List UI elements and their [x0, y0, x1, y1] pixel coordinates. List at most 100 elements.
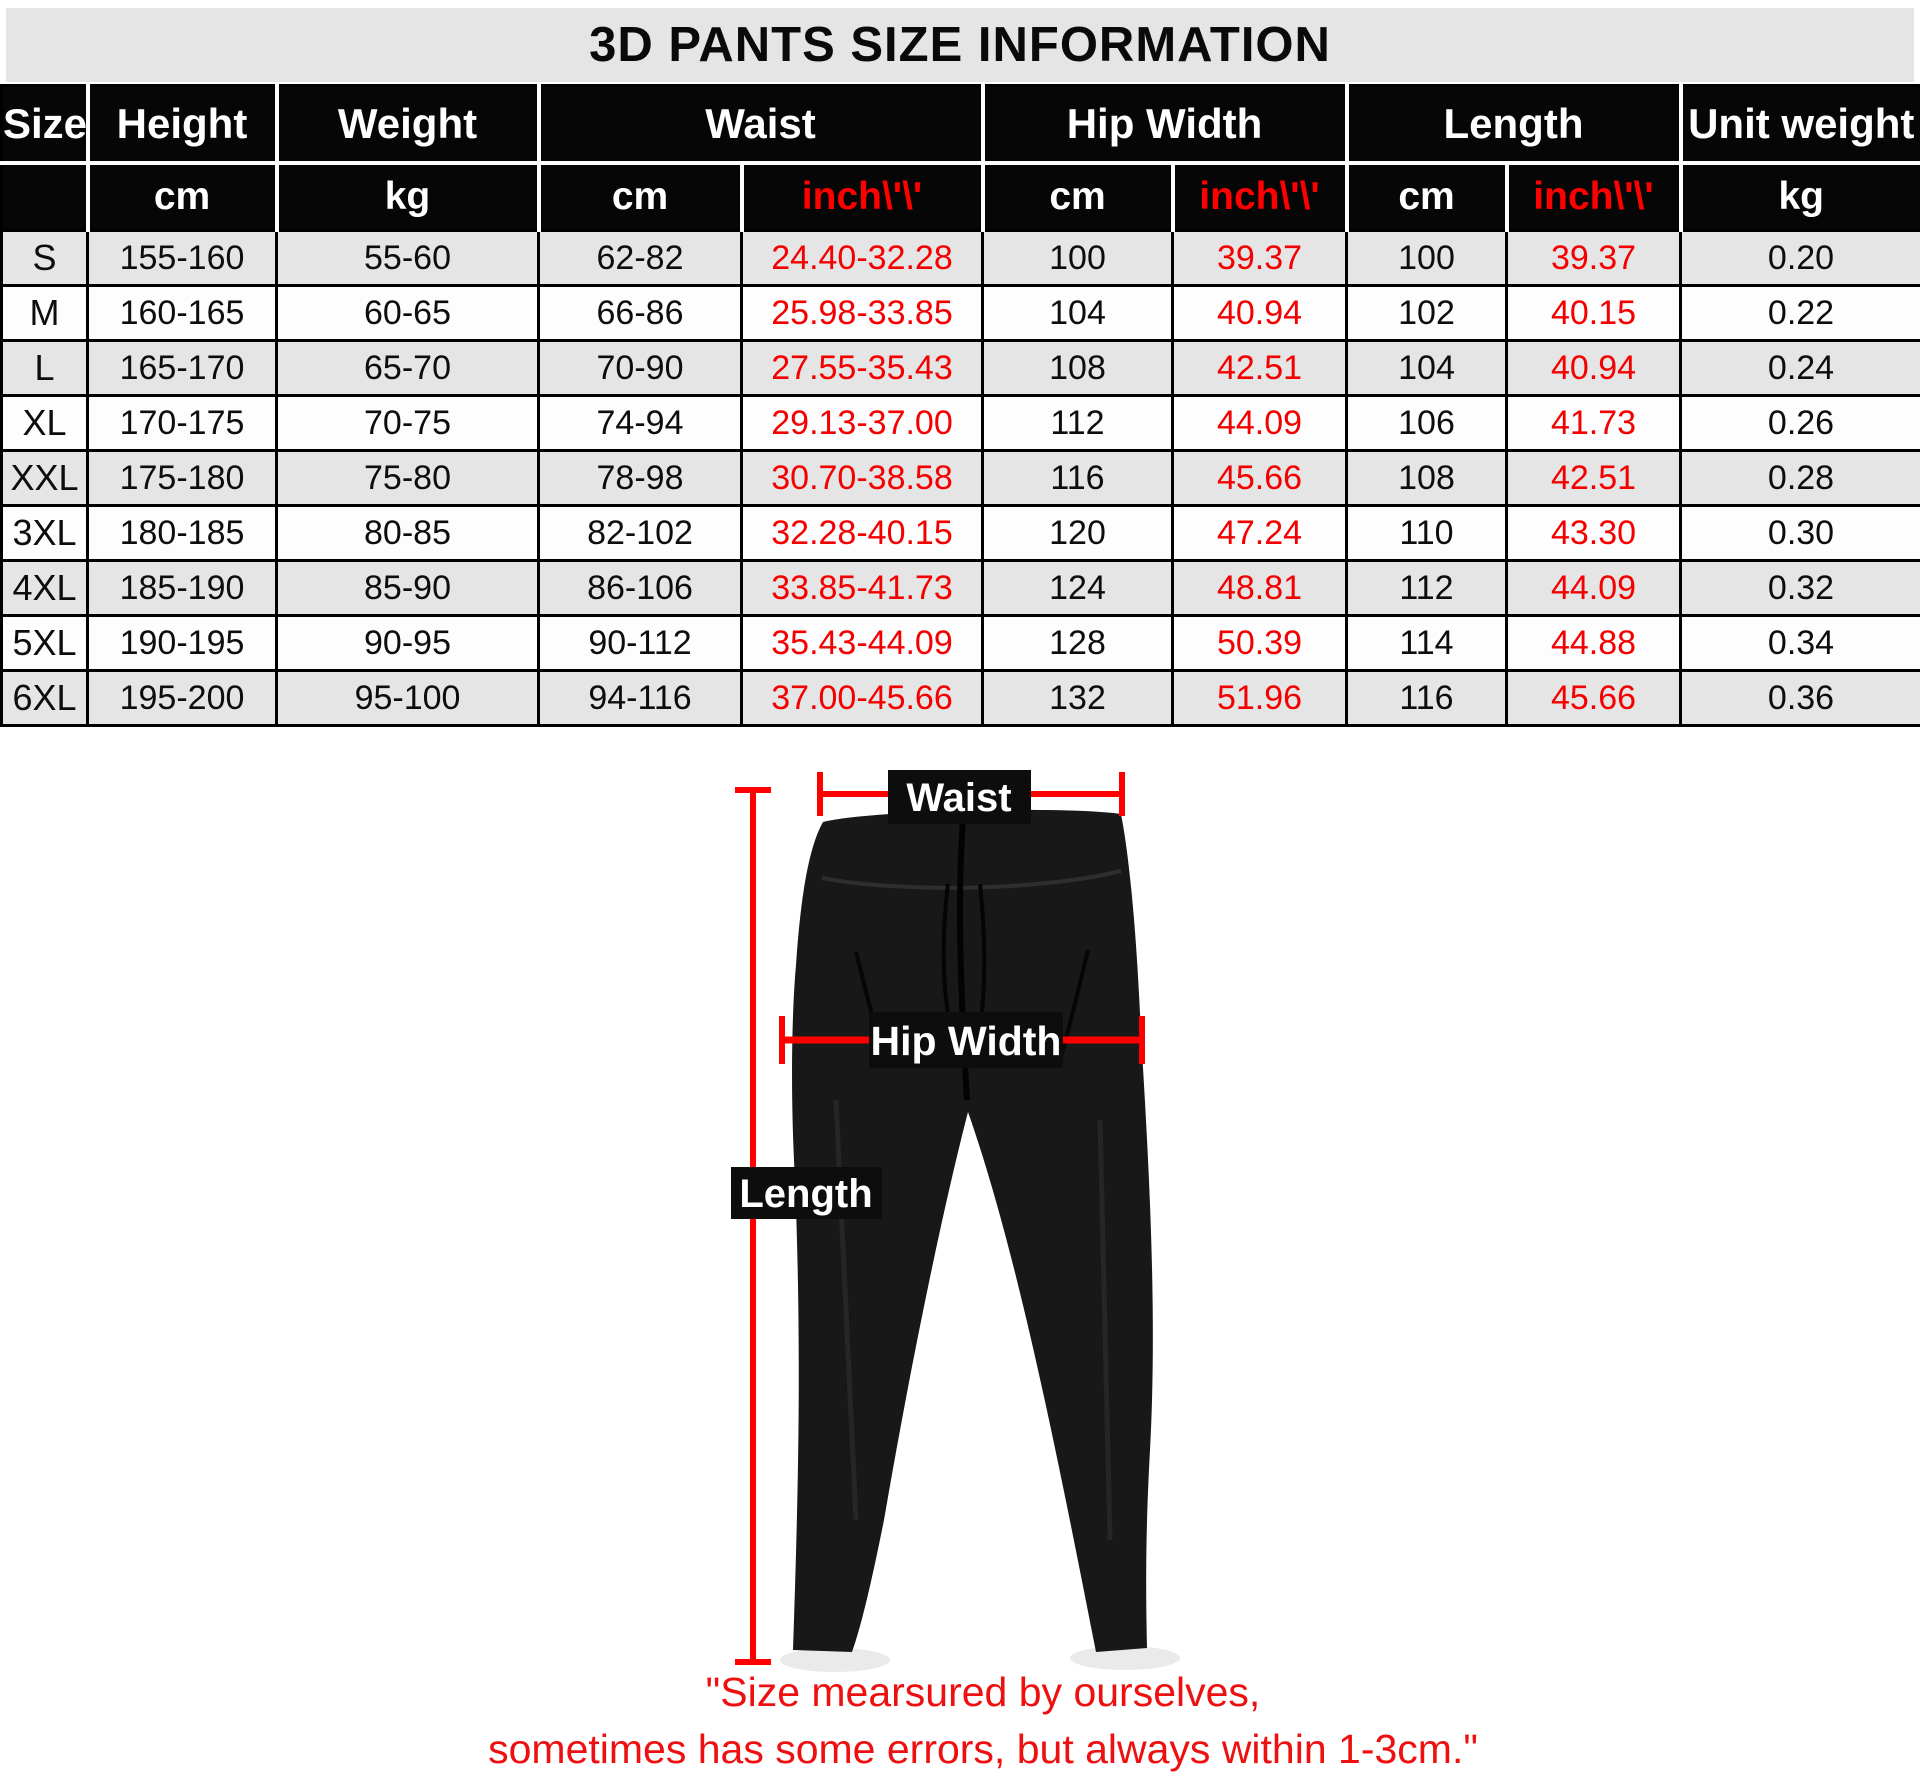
cell-xxl-hip-cm: 116 — [981, 449, 1174, 507]
cell-3xl-waist-cm: 82-102 — [537, 504, 743, 562]
unit-header-hip-cm: cm — [982, 163, 1175, 231]
cell-4xl-waist-cm: 86-106 — [537, 559, 743, 617]
cell-xxl-height-cm: 175-180 — [86, 449, 278, 507]
cell-s-weight-kg: 55-60 — [275, 229, 540, 287]
cell-xl-length-cm: 106 — [1345, 394, 1508, 452]
hip-width-label-box — [869, 1012, 1063, 1068]
column-header-length: Length — [1346, 85, 1683, 165]
cell-3xl-length-cm: 110 — [1345, 504, 1508, 562]
cell-5xl-waist-cm: 90-112 — [537, 614, 743, 672]
cell-s-height-cm: 155-160 — [86, 229, 278, 287]
cell-4xl-waist-inch: 33.85-41.73 — [740, 559, 984, 617]
column-header-waist: Waist — [538, 85, 985, 165]
cell-6xl-unit-weight-kg: 0.36 — [1679, 669, 1920, 727]
cell-3xl-unit-weight-kg: 0.30 — [1679, 504, 1920, 562]
cell-m-weight-kg: 60-65 — [275, 284, 540, 342]
column-header-size: Size — [1, 85, 90, 165]
cell-xl-size: XL — [0, 394, 89, 452]
cell-5xl-length-inch: 44.88 — [1505, 614, 1682, 672]
cuff-shadow — [1070, 1646, 1180, 1670]
cell-m-height-cm: 160-165 — [86, 284, 278, 342]
waist-label-box — [888, 770, 1031, 824]
cell-6xl-waist-cm: 94-116 — [537, 669, 743, 727]
cell-s-waist-cm: 62-82 — [537, 229, 743, 287]
cell-s-waist-inch: 24.40-32.28 — [740, 229, 984, 287]
cell-m-unit-weight-kg: 0.22 — [1679, 284, 1920, 342]
cell-m-length-inch: 40.15 — [1505, 284, 1682, 342]
fabric-highlight — [1097, 1119, 1113, 1541]
size-row-4xl: 4XL 185-190 85-90 86-106 33.85-41.73 124 48.81… — [0, 559, 1920, 617]
length-label-box — [731, 1167, 882, 1219]
cell-xxl-waist-cm: 78-98 — [537, 449, 743, 507]
cell-m-length-cm: 102 — [1345, 284, 1508, 342]
cell-l-unit-weight-kg: 0.24 — [1679, 339, 1920, 397]
cell-xl-hip-cm: 112 — [981, 394, 1174, 452]
cell-6xl-size: 6XL — [0, 669, 89, 727]
length-label: Length — [739, 1172, 872, 1216]
cuff-shadow — [780, 1648, 890, 1672]
cell-5xl-unit-weight-kg: 0.34 — [1679, 614, 1920, 672]
cell-l-height-cm: 165-170 — [86, 339, 278, 397]
column-header-unit-weight: Unit weight — [1680, 85, 1920, 165]
unit-header-weight-kg: kg — [276, 163, 541, 231]
cell-l-hip-inch: 42.51 — [1171, 339, 1348, 397]
unit-header-length-cm: cm — [1346, 163, 1509, 231]
size-row-m: M 160-165 60-65 66-86 25.98-33.85 104 40.94 102… — [0, 284, 1920, 342]
pants-measurement-figure: Waist Hip Width Length — [731, 770, 1180, 1672]
unit-header-waist-cm: cm — [538, 163, 744, 231]
cell-6xl-waist-inch: 37.00-45.66 — [740, 669, 984, 727]
fabric-highlight — [833, 1099, 859, 1521]
cell-xl-height-cm: 170-175 — [86, 394, 278, 452]
cell-m-size: M — [0, 284, 89, 342]
cell-5xl-size: 5XL — [0, 614, 89, 672]
cell-6xl-length-cm: 116 — [1345, 669, 1508, 727]
cell-4xl-hip-cm: 124 — [981, 559, 1174, 617]
cell-6xl-height-cm: 195-200 — [86, 669, 278, 727]
cell-s-hip-inch: 39.37 — [1171, 229, 1348, 287]
disclaimer-line-1: "Size mearsured by ourselves, — [705, 1669, 1261, 1715]
cell-4xl-height-cm: 185-190 — [86, 559, 278, 617]
cell-m-hip-inch: 40.94 — [1171, 284, 1348, 342]
cell-3xl-size: 3XL — [0, 504, 89, 562]
size-table: Size Height Weight Waist Hip Width Length Unit… — [0, 84, 1920, 727]
size-row-s: S 155-160 55-60 62-82 24.40-32.28 100 39.37 100… — [0, 229, 1920, 287]
cell-3xl-weight-kg: 80-85 — [275, 504, 540, 562]
cell-4xl-weight-kg: 85-90 — [275, 559, 540, 617]
cell-s-length-cm: 100 — [1345, 229, 1508, 287]
cell-xxl-unit-weight-kg: 0.28 — [1679, 449, 1920, 507]
cell-m-hip-cm: 104 — [981, 284, 1174, 342]
cell-l-length-inch: 40.94 — [1505, 339, 1682, 397]
size-row-l: L 165-170 65-70 70-90 27.55-35.43 108 42.51 104… — [0, 339, 1920, 397]
table-header-row: Size Height Weight Waist Hip Width Length Unit… — [1, 85, 1920, 165]
cell-s-unit-weight-kg: 0.20 — [1679, 229, 1920, 287]
size-row-5xl: 5XL 190-195 90-95 90-112 35.43-44.09 128 50.39… — [0, 614, 1920, 672]
cell-xxl-weight-kg: 75-80 — [275, 449, 540, 507]
cell-m-waist-cm: 66-86 — [537, 284, 743, 342]
pants-silhouette-image — [792, 809, 1153, 1652]
cell-4xl-unit-weight-kg: 0.32 — [1679, 559, 1920, 617]
cell-xl-unit-weight-kg: 0.26 — [1679, 394, 1920, 452]
cell-6xl-hip-cm: 132 — [981, 669, 1174, 727]
cell-xl-length-inch: 41.73 — [1505, 394, 1682, 452]
cell-s-size: S — [0, 229, 89, 287]
cell-5xl-weight-kg: 90-95 — [275, 614, 540, 672]
cell-l-waist-cm: 70-90 — [537, 339, 743, 397]
cell-5xl-length-cm: 114 — [1345, 614, 1508, 672]
cell-3xl-waist-inch: 32.28-40.15 — [740, 504, 984, 562]
cell-4xl-size: 4XL — [0, 559, 89, 617]
unit-header-unit-weight-kg: kg — [1680, 163, 1920, 231]
hip-width-label: Hip Width — [871, 1018, 1062, 1064]
cell-xl-waist-cm: 74-94 — [537, 394, 743, 452]
table-units-row: cm kg cm inch\'\' cm inch\'\' cm inch\'\' kg — [1, 163, 1920, 231]
unit-header-length-inch: inch\'\' — [1506, 163, 1683, 231]
cell-4xl-hip-inch: 48.81 — [1171, 559, 1348, 617]
size-row-3xl: 3XL 180-185 80-85 82-102 32.28-40.15 120 47.24… — [0, 504, 1920, 562]
cell-3xl-height-cm: 180-185 — [86, 504, 278, 562]
cell-3xl-length-inch: 43.30 — [1505, 504, 1682, 562]
cell-xxl-waist-inch: 30.70-38.58 — [740, 449, 984, 507]
size-disclaimer: "Size mearsured by ourselves, sometimes … — [488, 1664, 1478, 1778]
page-title: 3D PANTS SIZE INFORMATION — [6, 8, 1914, 82]
size-row-xxl: XXL 175-180 75-80 78-98 30.70-38.58 116 45.66 1… — [0, 449, 1920, 507]
cell-5xl-hip-cm: 128 — [981, 614, 1174, 672]
